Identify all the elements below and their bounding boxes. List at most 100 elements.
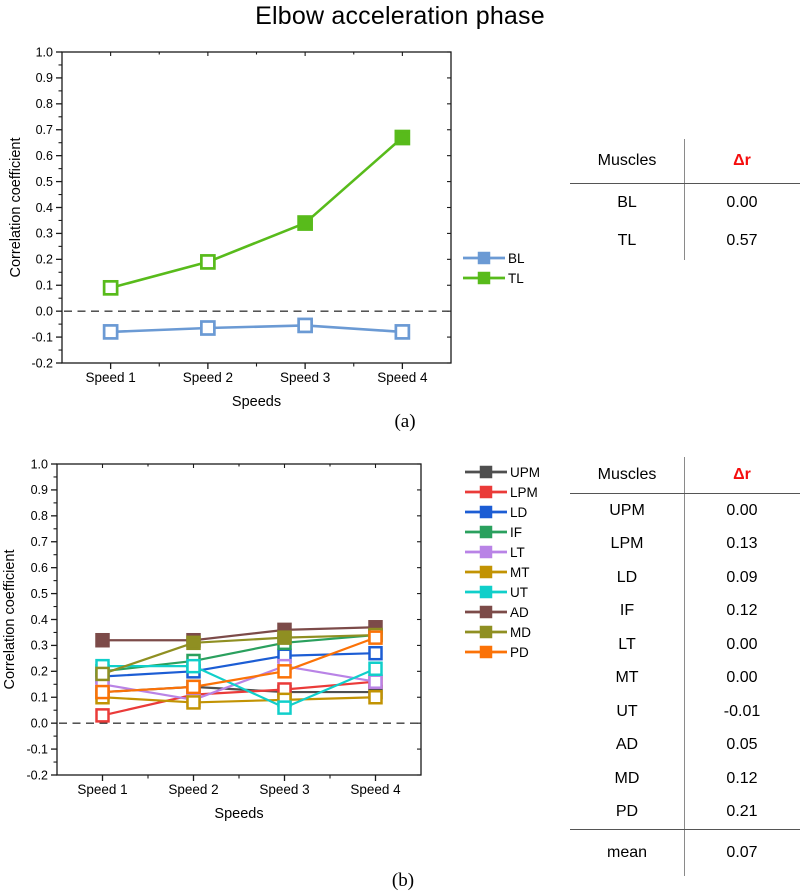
x-tick-label: Speed 4 xyxy=(350,782,401,797)
y-tick-label: 0.4 xyxy=(36,201,53,215)
table-row: Muscles Δr xyxy=(570,457,800,494)
series-TL xyxy=(102,129,411,296)
marker-UT xyxy=(186,658,201,674)
table-cell-muscle: LD xyxy=(616,568,638,586)
legend-item-UPM: UPM xyxy=(464,462,540,482)
legend-marker-icon xyxy=(465,645,507,659)
table-row: LPM 0.13 xyxy=(570,527,800,561)
marker-LD xyxy=(368,645,383,661)
table-cell-value: 0.05 xyxy=(684,728,799,762)
marker-MT xyxy=(186,695,201,710)
table-cell-muscle: UT xyxy=(616,702,638,720)
series-BL xyxy=(102,317,411,340)
table-row: TL 0.57 xyxy=(570,222,800,260)
table-cell-value: 0.12 xyxy=(684,762,799,796)
table-row: UT -0.01 xyxy=(570,695,800,729)
table-cell-value: 0.21 xyxy=(684,795,799,829)
marker-PD xyxy=(368,630,383,645)
y-tick-label: 0.7 xyxy=(36,123,53,137)
legend-marker-icon xyxy=(465,465,507,479)
y-tick-label: 0.9 xyxy=(36,71,53,85)
table-row: PD 0.21 xyxy=(570,795,800,829)
series-PD xyxy=(95,630,383,700)
y-tick-label: 1.0 xyxy=(36,45,53,59)
table-cell-muscle: TL xyxy=(617,232,637,249)
table-cell-value: 0.09 xyxy=(684,561,799,595)
marker-BL xyxy=(200,320,216,336)
legend-marker-icon xyxy=(465,565,507,579)
x-tick-label: Speed 2 xyxy=(168,782,218,797)
legend-item-LT: LT xyxy=(464,542,540,562)
y-axis-label: Correlation coefficient xyxy=(8,138,24,278)
table-row: BL 0.00 xyxy=(570,184,800,222)
x-tick-label: Speed 3 xyxy=(280,370,330,385)
y-tick-label: 0.5 xyxy=(36,175,53,189)
marker-TL xyxy=(200,254,216,270)
y-axis-label: Correlation coefficient xyxy=(2,550,18,690)
table-cell-muscle: PD xyxy=(615,803,639,821)
legend-label: BL xyxy=(508,250,525,266)
marker-PD xyxy=(186,679,201,695)
y-tick-label: 0.8 xyxy=(31,509,48,523)
table-cell-value: 0.00 xyxy=(684,494,799,528)
y-tick-label: -0.1 xyxy=(31,330,53,344)
y-tick-label: 0.9 xyxy=(31,483,48,497)
table-cell-muscle: BL xyxy=(617,194,637,211)
legend-marker-icon xyxy=(465,525,507,539)
legend-label: UT xyxy=(510,584,528,600)
marker-UT xyxy=(277,700,292,715)
y-tick-label: 0.1 xyxy=(31,691,48,705)
legend-marker-icon xyxy=(465,485,507,499)
legend-label: LT xyxy=(510,544,525,560)
legend-b: UPM LPM LD IF LT MT UT AD MD PD xyxy=(464,462,540,662)
marker-LT xyxy=(368,674,383,689)
chart-b: -0.2 -0.1 0.0 0.1 0.2 0.3 0.4 0.5 0.6 0.7 0.8 0.9 1.… xyxy=(2,457,422,822)
table-row: mean 0.07 xyxy=(570,829,800,876)
marker-BL xyxy=(394,324,411,340)
legend-marker-icon xyxy=(463,251,505,265)
series-AD xyxy=(95,620,383,648)
y-tick-label: 0.0 xyxy=(31,716,48,730)
table-cell-value: Δr xyxy=(684,457,799,493)
chart-a: -0.2 -0.1 0.0 0.1 0.2 0.3 0.4 0.5 0.6 0.7 0.8 0.9 1.… xyxy=(8,45,452,410)
table-row: MD 0.12 xyxy=(570,762,800,796)
legend-a: BL TL xyxy=(462,248,525,288)
x-tick-label: Speed 1 xyxy=(77,782,127,797)
table-cell-value: 0.12 xyxy=(684,594,799,628)
legend-marker-icon xyxy=(465,505,507,519)
y-tick-label: 0.5 xyxy=(31,587,48,601)
x-tick-label: Speed 1 xyxy=(85,370,135,385)
legend-label: MD xyxy=(510,624,531,640)
legend-label: MT xyxy=(510,564,530,580)
table-row: LT 0.00 xyxy=(570,628,800,662)
table-cell-value: 0.07 xyxy=(684,830,799,876)
table-row: LD 0.09 xyxy=(570,561,800,595)
marker-AD xyxy=(95,632,110,648)
table-cell-value: 0.00 xyxy=(684,661,799,695)
table-row: Muscles Δr xyxy=(570,139,800,184)
legend-item-IF: IF xyxy=(464,522,540,542)
x-tick-label: Speed 4 xyxy=(377,370,428,385)
y-tick-label: 0.8 xyxy=(36,97,53,111)
legend-label: TL xyxy=(508,270,524,286)
x-axis-label: Speeds xyxy=(214,806,263,822)
legend-label: LPM xyxy=(510,484,538,500)
marker-MT xyxy=(368,690,383,705)
table-cell-value: 0.57 xyxy=(684,222,799,260)
y-tick-label: 0.1 xyxy=(36,279,53,293)
y-tick-label: 1.0 xyxy=(31,457,48,471)
marker-TL xyxy=(394,129,411,146)
legend-item-TL: TL xyxy=(462,268,525,288)
legend-label: IF xyxy=(510,524,522,540)
table-cell-value: -0.01 xyxy=(684,695,799,729)
table-cell-muscle: AD xyxy=(615,736,639,754)
marker-MD xyxy=(186,635,201,651)
table-cell-muscle: LPM xyxy=(610,535,644,553)
legend-marker-icon xyxy=(465,605,507,619)
plot-box xyxy=(56,463,422,776)
table-row: IF 0.12 xyxy=(570,594,800,628)
legend-marker-icon xyxy=(465,585,507,599)
legend-label: UPM xyxy=(510,464,540,480)
table-a: Muscles Δr BL 0.00 TL 0.57 xyxy=(570,139,800,260)
